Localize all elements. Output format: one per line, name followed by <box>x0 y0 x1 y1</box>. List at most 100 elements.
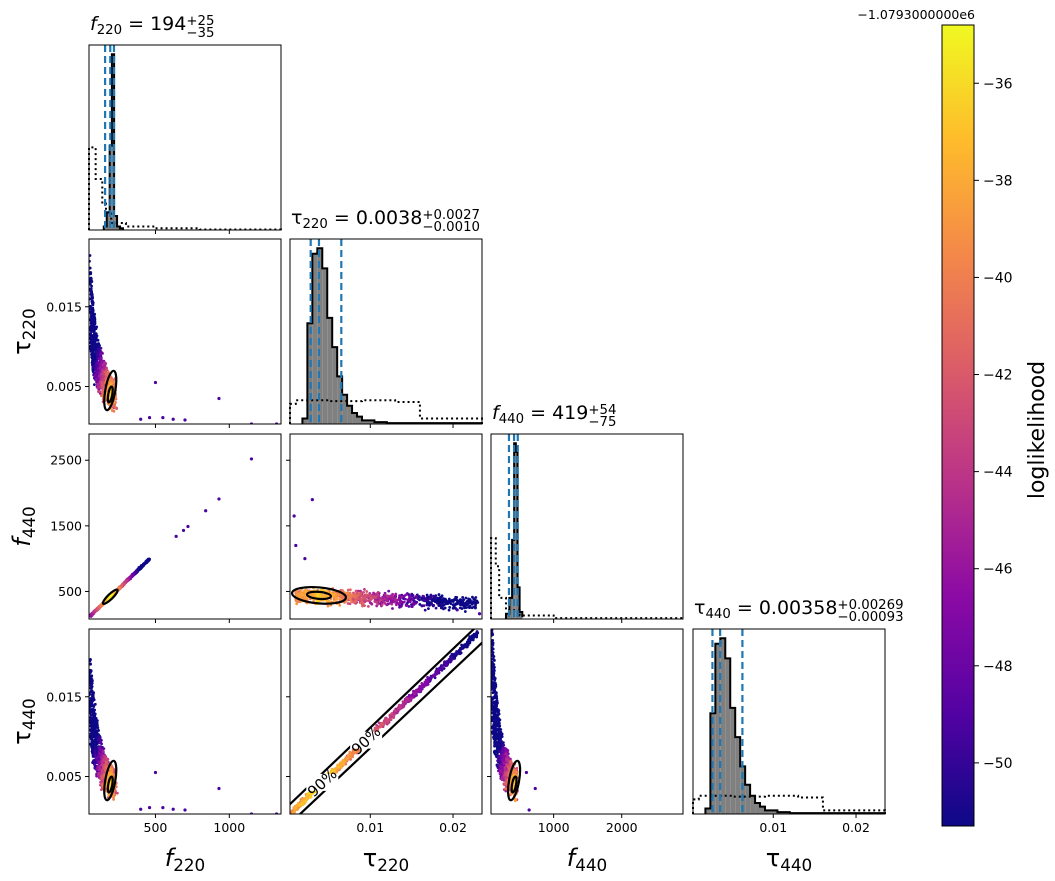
sample-point <box>112 797 116 801</box>
sample-point <box>491 624 494 627</box>
sample-point <box>491 641 495 645</box>
outlier-point <box>183 808 187 812</box>
sample-point <box>494 716 497 720</box>
label-part: +0.0027 <box>422 208 480 223</box>
panel-title-lower-error: −0.0010 <box>422 220 480 235</box>
sample-point <box>492 668 496 672</box>
posterior-bar <box>342 394 348 424</box>
sample-point <box>376 728 380 732</box>
sample-point <box>97 771 101 775</box>
outlier-point <box>174 534 178 538</box>
sample-point <box>91 679 94 683</box>
posterior-bar <box>765 810 778 814</box>
panel-frame <box>289 433 483 620</box>
sample-point <box>93 728 97 731</box>
sample-point <box>98 389 102 393</box>
sample-point <box>358 748 361 752</box>
panel-points: 90%90% <box>290 629 482 814</box>
sample-point <box>399 604 403 608</box>
label-part: = 419 <box>524 402 588 424</box>
sample-point <box>354 589 358 593</box>
outlier-point <box>171 417 175 421</box>
sample-point <box>455 598 458 602</box>
sample-point <box>110 376 113 380</box>
sample-point <box>91 709 95 713</box>
sample-point <box>96 386 100 390</box>
sample-point <box>346 602 350 605</box>
sample-point <box>349 752 352 756</box>
label-part: f <box>90 13 100 35</box>
sample-point <box>319 594 322 598</box>
sample-point <box>93 746 97 749</box>
sample-point <box>398 706 402 710</box>
sample-point <box>93 753 97 757</box>
sample-point <box>494 693 498 697</box>
sample-point <box>342 760 346 764</box>
sample-point <box>459 598 463 602</box>
sample-point <box>339 762 343 766</box>
sample-point <box>389 717 393 721</box>
label-part: f <box>492 402 502 424</box>
sample-point <box>490 621 493 624</box>
sample-point <box>458 648 462 652</box>
sample-point <box>491 707 495 711</box>
panel-frame <box>88 44 282 231</box>
sample-point <box>417 690 420 693</box>
sample-point <box>348 592 352 596</box>
sample-point <box>386 594 389 598</box>
sample-point <box>404 700 408 704</box>
sample-point <box>463 644 467 648</box>
sample-point <box>339 598 343 601</box>
sample-point <box>356 750 360 754</box>
sample-point <box>353 592 357 596</box>
posterior-bar <box>327 317 333 424</box>
posterior-bar <box>755 803 761 814</box>
sample-point <box>106 370 110 374</box>
sample-point <box>304 799 308 803</box>
sample-point <box>99 346 103 350</box>
sample-point <box>89 326 92 330</box>
sample-point <box>90 674 94 678</box>
sample-point <box>328 600 332 603</box>
sample-point <box>374 596 378 599</box>
sample-point <box>351 753 355 756</box>
posterior-bar <box>337 376 343 424</box>
panel-title-lower-error: −0.00093 <box>837 610 903 625</box>
sample-point <box>95 719 99 723</box>
sample-point <box>349 756 353 759</box>
sample-point <box>476 631 480 635</box>
sample-point <box>354 599 357 603</box>
sample-point <box>453 652 457 656</box>
sample-point <box>453 657 457 660</box>
sample-point <box>95 740 98 744</box>
sample-point <box>95 350 99 354</box>
sample-point <box>332 592 336 596</box>
outlier-point <box>147 806 152 810</box>
sample-point <box>403 597 407 601</box>
sample-point <box>447 597 451 601</box>
sample-point <box>89 711 92 715</box>
sample-point <box>468 640 472 644</box>
sample-point <box>101 384 104 387</box>
sample-point <box>99 748 102 752</box>
sample-point <box>98 752 102 756</box>
posterior-bar <box>509 597 513 619</box>
sample-point <box>105 760 108 764</box>
sample-point <box>455 596 459 599</box>
sample-point <box>303 594 306 597</box>
sample-point <box>432 594 435 598</box>
sample-point <box>375 723 379 727</box>
sample-point <box>443 606 447 610</box>
sample-point <box>100 788 103 791</box>
outlier-point <box>477 612 482 616</box>
contour-label-bg <box>350 731 383 749</box>
sample-point <box>436 668 440 672</box>
sample-point <box>400 595 403 599</box>
posterior-bar <box>750 795 756 814</box>
sample-point <box>100 377 103 381</box>
panel-frame <box>490 433 684 620</box>
sample-point <box>378 599 382 602</box>
sample-point <box>443 597 447 601</box>
sample-point <box>464 596 468 600</box>
sample-point <box>470 602 474 606</box>
